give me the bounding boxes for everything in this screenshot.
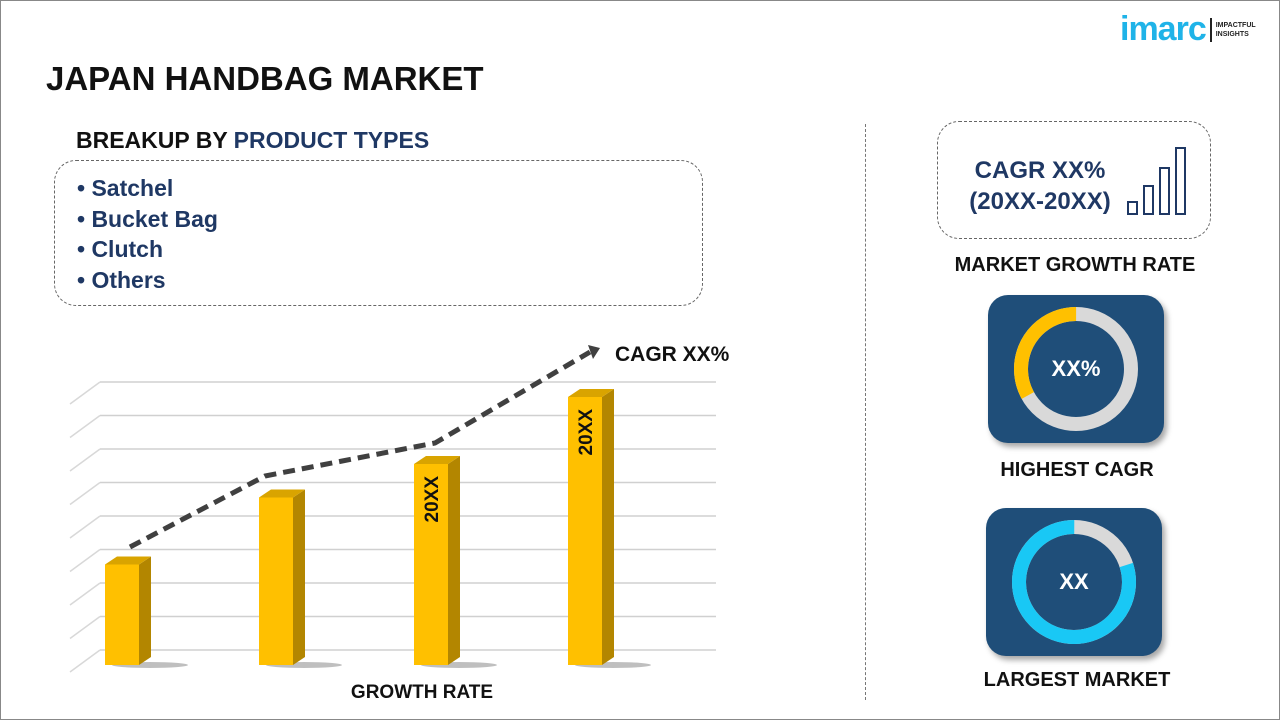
gridline-depth: [69, 615, 101, 640]
gridline-depth: [69, 481, 101, 506]
logo-word: imarc: [1120, 10, 1207, 48]
trend-arrowhead: [588, 345, 600, 359]
trend-annotation: CAGR XX%: [615, 343, 730, 366]
list-item: • Others: [77, 266, 166, 293]
cagr-text: CAGR XX% (20XX-20XX): [952, 155, 1128, 217]
donut-chart-icon: [1012, 520, 1136, 644]
cagr-box: CAGR XX% (20XX-20XX): [937, 121, 1211, 239]
gridline-depth: [69, 649, 101, 673]
bar-side: [293, 489, 305, 665]
highest-cagr-label: HIGHEST CAGR: [1000, 459, 1154, 481]
bar-top: [259, 489, 305, 498]
gridline-depth: [69, 448, 101, 472]
gridline-depth: [69, 582, 101, 606]
bar-side: [139, 556, 151, 665]
bar-top: [105, 556, 151, 565]
bar-growth-icon: [1127, 147, 1186, 215]
gridline-depth: [69, 548, 101, 573]
breakup-prefix: BREAKUP BY: [76, 127, 234, 153]
cagr-period: (20XX-20XX): [969, 188, 1111, 215]
growth-bar-chart: 20XX 20XX CAGR XX%: [69, 343, 730, 673]
page-title: JAPAN HANDBAG MARKET: [46, 60, 484, 97]
highest-cagr-card: XX%: [988, 295, 1164, 443]
breakup-highlight: PRODUCT TYPES: [233, 127, 430, 153]
largest-market-value: XX: [1059, 569, 1089, 594]
bar-label: 20XX: [576, 409, 597, 456]
imarc-logo: imarc IMPACTFUL INSIGHTS: [1120, 10, 1256, 49]
bar: [414, 464, 448, 665]
breakup-heading: BREAKUP BY PRODUCT TYPES: [76, 127, 429, 154]
bar-label: 20XX: [422, 476, 443, 523]
tagline-2: INSIGHTS: [1215, 30, 1249, 38]
trend-line: [128, 349, 592, 550]
bar-top: [414, 456, 460, 464]
logo-separator: [1209, 17, 1212, 42]
gridline-depth: [69, 381, 101, 405]
x-axis-label: GROWTH RATE: [350, 682, 494, 703]
list-item: • Bucket Bag: [77, 205, 218, 232]
bar-side: [448, 456, 460, 665]
product-type-list: • Satchel • Bucket Bag • Clutch • Others: [54, 160, 703, 306]
donut-arc: [1012, 520, 1136, 644]
bar: [568, 397, 602, 665]
cagr-line1: CAGR XX%: [974, 157, 1106, 184]
gridline-depth: [69, 515, 101, 539]
bar-top: [568, 389, 614, 397]
largest-market-label: LARGEST MARKET: [983, 669, 1171, 691]
list-item: • Satchel: [77, 175, 174, 201]
logo-tagline: IMPACTFUL INSIGHTS: [1216, 21, 1256, 39]
divider: [865, 124, 866, 700]
donut-chart-icon: [1014, 307, 1138, 431]
donut-arc: [1014, 307, 1138, 431]
bar: [105, 564, 139, 665]
gridline-depth: [69, 414, 101, 439]
bar-side: [602, 389, 614, 665]
bar: [259, 497, 293, 665]
tagline-1: IMPACTFUL: [1215, 21, 1256, 29]
largest-market-card: XX: [986, 508, 1162, 656]
market-growth-rate-label: MARKET GROWTH RATE: [954, 254, 1196, 276]
highest-cagr-value: XX%: [1051, 356, 1101, 381]
list-item: • Clutch: [77, 236, 163, 262]
